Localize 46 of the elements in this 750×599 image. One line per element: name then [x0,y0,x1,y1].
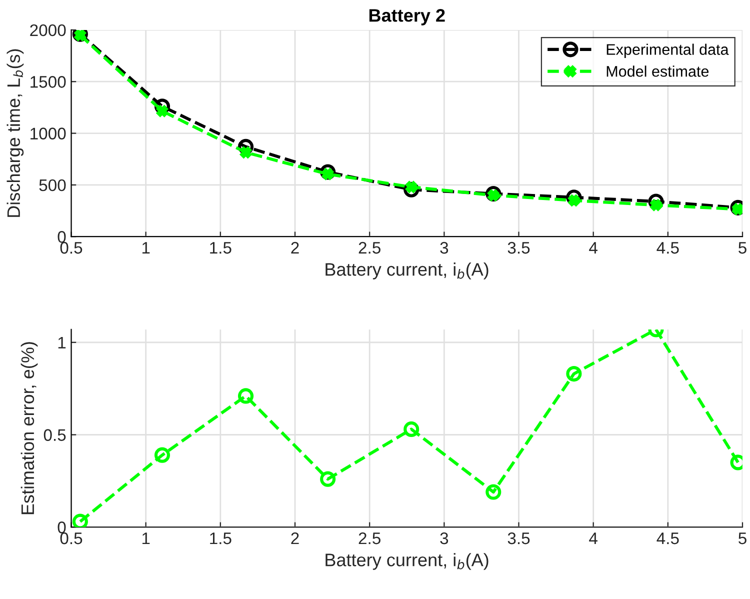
x-tick-label: 4.5 [656,242,679,254]
point [238,388,254,404]
point [404,182,420,198]
x-tick-label: 3.5 [508,242,530,254]
y-axis-title: Estimation error, e(%) [20,342,38,514]
legend-label: Experimental data [606,44,729,58]
x-tick-label: 3.5 [508,532,530,544]
point [240,146,252,158]
x-tick-label: 4.5 [656,532,679,544]
point [486,186,502,202]
y-tick-label: 0 [58,522,66,534]
chart-title: Battery 2 [369,9,445,26]
x-tick-label: 3 [440,242,448,254]
y-tick-label: 0.5 [44,429,66,441]
x-tick-label: 2.5 [358,242,380,254]
point [154,447,170,463]
x-tick-label: 5 [738,532,746,544]
x-tick-label: 4 [589,242,598,254]
y-tick-label: 1500 [30,76,66,88]
x-tick-label: 2 [291,242,299,254]
point [320,471,336,487]
y-tick-label: 0 [58,231,66,243]
x-tick-label: 5 [738,242,746,254]
x-tick-label: 1.5 [210,532,232,544]
point [404,421,420,437]
point [648,194,664,210]
x-axis-title: Battery current, i$_{b}$(A) [326,262,488,280]
y-tick-label: 500 [39,179,66,192]
x-tick-label: 1.5 [210,242,232,254]
x-tick-label: 2.5 [358,532,380,544]
x-tick-label: 1 [142,532,150,544]
x-tick-label: 1 [142,242,150,254]
point [566,366,582,382]
point [486,484,502,500]
legend-label: Model estimate [606,66,709,77]
y-tick-label: 1000 [30,128,66,140]
x-tick-label: 2 [291,532,299,544]
y-tick-label: 1 [58,336,66,348]
x-tick-label: 3 [440,532,448,544]
point [320,164,336,180]
x-axis-title: Battery current, i$_{b}$(A) [326,553,488,570]
x-tick-label: 4 [589,532,598,544]
point [238,138,254,154]
y-tick-label: 2000 [30,24,66,36]
point [72,514,88,528]
y-axis-title: Discharge time, L$_{b}$(s) [6,49,24,217]
